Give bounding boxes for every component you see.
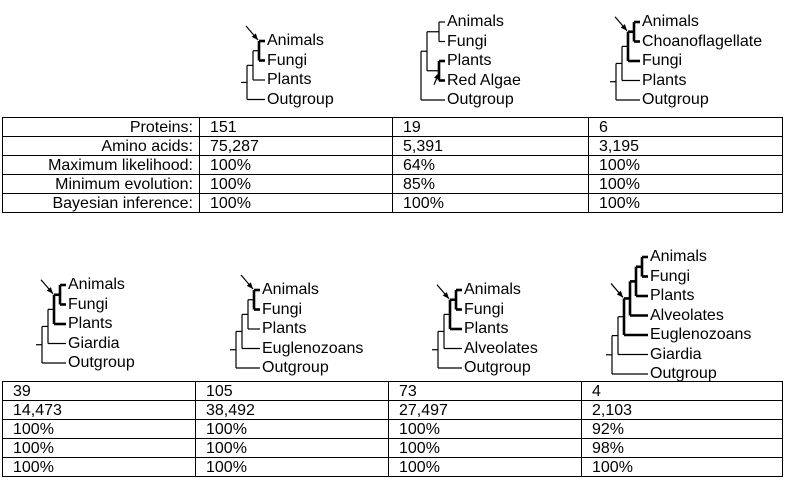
table-row: 14,473 38,492 27,497 2,103: [2, 400, 783, 420]
table-cell: 85%: [392, 174, 589, 194]
table-cell: 27,497: [388, 400, 582, 420]
taxon-label: Red Algae: [447, 71, 521, 89]
table-cell: 100%: [588, 174, 783, 194]
support-table-top: Proteins: 151 19 6 Amino acids: 75,287 5,391 3,…: [2, 117, 783, 213]
row-label: Amino acids:: [2, 136, 200, 156]
table-cell: 39: [2, 381, 196, 401]
row-label: Maximum likelihood:: [2, 155, 200, 175]
taxon-label: Plants: [68, 315, 113, 332]
taxon-label: Fungi: [642, 52, 683, 69]
arrow-head: [246, 282, 253, 289]
table-cell: 100%: [588, 193, 783, 213]
table-cell: 64%: [392, 155, 589, 175]
table-cell: 92%: [581, 419, 783, 439]
taxon-label: Plants: [267, 71, 312, 88]
table-cell: 100%: [2, 457, 196, 477]
taxon-label: Outgroup: [464, 359, 531, 376]
taxon-label: Plants: [650, 287, 695, 304]
row-label: Minimum evolution:: [2, 174, 200, 194]
taxon-label: Outgroup: [650, 365, 717, 382]
table-cell: 75,287: [199, 136, 393, 156]
taxon-label: Fungi: [267, 51, 308, 69]
table-cell: 100%: [2, 419, 196, 439]
table-cell: 100%: [388, 438, 582, 458]
table-row: 100% 100% 100% 100%: [2, 457, 783, 477]
table-cell: 6: [588, 117, 783, 137]
table-row: Proteins: 151 19 6: [2, 117, 783, 137]
table-row: 39 105 73 4: [2, 381, 783, 401]
table-cell: 100%: [195, 419, 389, 439]
taxon-label: Plants: [642, 71, 687, 89]
table-cell: 4: [581, 381, 783, 401]
taxon-label: Outgroup: [642, 91, 709, 108]
taxon-label: Outgroup: [68, 354, 135, 371]
taxon-label: Outgroup: [447, 91, 514, 108]
arrow-head: [442, 292, 449, 299]
table-cell: 19: [392, 117, 589, 137]
taxon-label: Fungi: [447, 32, 488, 50]
taxon-label: Alveolates: [650, 306, 724, 324]
table-cell: 105: [195, 381, 389, 401]
table-cell: 5,391: [392, 136, 589, 156]
row-label: Bayesian inference:: [2, 193, 200, 213]
taxon-label: Animals: [650, 248, 707, 265]
taxon-label: Animals: [262, 281, 319, 298]
table-cell: 100%: [392, 193, 589, 213]
taxon-label: Plants: [464, 320, 509, 337]
table-cell: 100%: [195, 438, 389, 458]
table-cell: 14,473: [2, 400, 196, 420]
table-cell: 100%: [388, 457, 582, 477]
arrow-head: [616, 290, 623, 298]
table-row: Amino acids: 75,287 5,391 3,195: [2, 136, 783, 156]
arrow-head: [620, 24, 627, 31]
table-cell: 2,103: [581, 400, 783, 420]
table-cell: 100%: [195, 457, 389, 477]
taxon-label: Plants: [262, 320, 307, 337]
table-cell: 98%: [581, 438, 783, 458]
arrow-head: [434, 72, 440, 80]
taxon-label: Animals: [267, 32, 324, 49]
arrow-head: [251, 33, 258, 40]
taxon-label: Euglenozoans: [650, 326, 752, 343]
taxon-label: Alveolates: [464, 339, 538, 357]
taxon-label: Fungi: [68, 295, 109, 313]
taxon-label: Fungi: [650, 267, 691, 285]
table-row: Maximum likelihood: 100% 64% 100%: [2, 155, 783, 175]
taxon-label: Euglenozoans: [262, 339, 364, 357]
taxon-label: Fungi: [464, 300, 505, 318]
taxon-label: Animals: [464, 281, 521, 298]
taxon-label: Plants: [447, 52, 492, 69]
table-row: 100% 100% 100% 92%: [2, 419, 783, 439]
table-row: Bayesian inference: 100% 100% 100%: [2, 193, 783, 213]
table-cell: 3,195: [588, 136, 783, 156]
taxon-label: Fungi: [262, 300, 303, 318]
taxon-label: Outgroup: [262, 359, 329, 376]
arrow-head: [46, 287, 53, 294]
taxon-label: Animals: [642, 13, 699, 30]
row-label: Proteins:: [2, 117, 200, 137]
table-cell: 100%: [388, 419, 582, 439]
table-cell: 100%: [581, 457, 783, 477]
taxon-label: Giardia: [650, 345, 702, 363]
table-cell: 100%: [588, 155, 783, 175]
taxon-label: Giardia: [68, 334, 120, 352]
table-cell: 100%: [199, 155, 393, 175]
table-cell: 100%: [199, 193, 393, 213]
table-cell: 100%: [199, 174, 393, 194]
table-cell: 100%: [2, 438, 196, 458]
table-cell: 38,492: [195, 400, 389, 420]
support-table-bottom: 39 105 73 4 14,473 38,492 27,497 2,103 100% 100% 1…: [2, 381, 783, 477]
table-cell: 151: [199, 117, 393, 137]
table-row: 100% 100% 100% 98%: [2, 438, 783, 458]
taxon-label: Animals: [68, 276, 125, 293]
table-row: Minimum evolution: 100% 85% 100%: [2, 174, 783, 194]
taxon-label: Animals: [447, 13, 504, 30]
table-cell: 73: [388, 381, 582, 401]
taxon-label: Choanoflagellate: [642, 32, 763, 50]
taxon-label: Outgroup: [267, 90, 334, 108]
